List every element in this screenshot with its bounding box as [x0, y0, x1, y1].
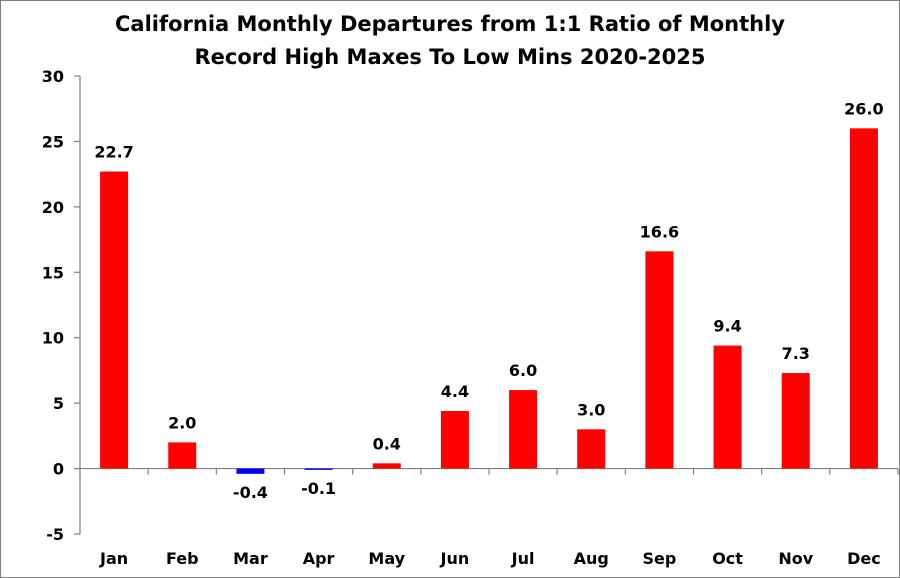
x-tick-label: Aug [574, 549, 609, 568]
bar-jul [509, 390, 538, 469]
y-tick-label: 5 [53, 394, 64, 413]
data-label: 26.0 [844, 99, 883, 118]
bar-aug [577, 429, 606, 469]
y-tick-label: 0 [53, 460, 64, 479]
bar-dec [849, 128, 878, 469]
x-axis: Jan Feb Mar Apr May Jun Jul Aug Sep Oct Nov Dec [79, 467, 899, 568]
bar-jan [100, 171, 129, 469]
chart-title-line-1: California Monthly Departures from 1:1 R… [114, 12, 785, 36]
y-tick-label: 10 [42, 329, 64, 348]
bar-jun [440, 410, 469, 469]
data-label: 9.4 [713, 317, 741, 336]
y-tick-label: 25 [42, 132, 64, 151]
x-tick-label: Dec [847, 549, 881, 568]
y-tick-label: 30 [42, 67, 64, 86]
x-tick-label: Mar [233, 549, 268, 568]
data-label: 0.4 [373, 434, 401, 453]
data-label: 7.3 [782, 344, 810, 363]
chart-title-line-2: Record High Maxes To Low Mins 2020-2025 [194, 45, 706, 69]
data-labels: 22.7 2.0 -0.4 -0.1 0.4 4.4 6.0 3.0 16.6 9.4 7.3 26.… [94, 99, 883, 501]
x-tick-label: Sep [643, 549, 677, 568]
x-tick-label: Feb [166, 549, 199, 568]
x-tick-label: Jun [440, 549, 470, 568]
chart-title: California Monthly Departures from 1:1 R… [0, 8, 900, 74]
y-axis: 30 25 20 15 10 5 0 -5 [42, 67, 81, 544]
bar-mar [236, 468, 265, 474]
data-label: 3.0 [577, 400, 605, 419]
bar-may [372, 463, 401, 469]
data-label: 16.6 [640, 222, 679, 241]
bar-nov [781, 373, 810, 469]
bar-apr [304, 468, 333, 470]
data-label: 22.7 [94, 143, 133, 162]
bar-oct [713, 345, 742, 469]
data-label: -0.1 [301, 479, 336, 498]
x-tick-label: Jan [99, 549, 128, 568]
x-tick-label: Nov [778, 549, 813, 568]
y-tick-label: -5 [46, 525, 64, 544]
data-label: 2.0 [168, 413, 196, 432]
data-label: 4.4 [441, 382, 469, 401]
data-label: -0.4 [233, 483, 268, 502]
y-tick-label: 20 [42, 198, 64, 217]
x-tick-label: Jul [511, 549, 535, 568]
bar-sep [645, 251, 674, 469]
x-tick-label: Oct [712, 549, 743, 568]
x-tick-label: Apr [303, 549, 335, 568]
bars [100, 128, 878, 474]
y-tick-label: 15 [42, 263, 64, 282]
data-label: 6.0 [509, 361, 537, 380]
bar-feb [168, 442, 197, 469]
x-tick-label: May [368, 549, 405, 568]
